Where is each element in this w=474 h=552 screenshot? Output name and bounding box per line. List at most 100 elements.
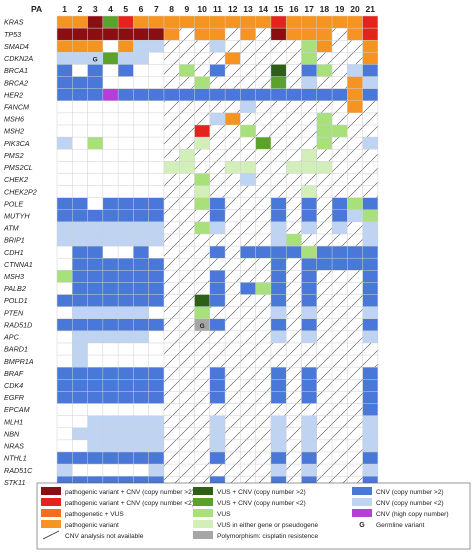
cell-her2-10: [194, 88, 210, 101]
cell-mutyh-17: [301, 209, 317, 222]
legend-swatch-pathogenic_cnv_lt2: [41, 498, 61, 506]
cell-brip1-5: [118, 233, 134, 247]
cell-nbn-7: [148, 427, 164, 440]
cell-kras-20: [347, 16, 363, 29]
cell-nras-11: [209, 439, 226, 452]
cell-nbn-4: [102, 427, 119, 440]
cell-cdh1-14: [255, 246, 271, 259]
legend-label-pathogenic_cnv_lt2: pathogenic variant + CNV (copy number <2…: [65, 500, 194, 507]
cell-palb2-14: [255, 282, 271, 295]
cell-rad51d-6: [133, 318, 149, 331]
cell-her2-19: [332, 88, 348, 101]
cell-brca1-11: [209, 64, 226, 77]
column-label-7: 7: [154, 4, 159, 14]
legend-label-cnv_high: CNV (high copy number): [376, 511, 449, 518]
cell-bard1-2: [72, 342, 88, 356]
cell-her2-5: [118, 88, 134, 101]
column-label-4: 4: [108, 4, 113, 14]
legend-swatch-cnv_gt2: [352, 487, 372, 495]
cell-cdk4-7: [148, 379, 164, 392]
cell-msh3-11: [209, 270, 226, 283]
cell-msh2-19: [332, 124, 348, 138]
cell-egfr-5: [118, 391, 134, 404]
legend-label-pathogenic: pathogenic variant: [65, 522, 119, 529]
cell-msh3-21: [362, 270, 378, 283]
cell-chek2-10: [194, 173, 210, 186]
cell-brip1-7: [148, 233, 164, 247]
cell-pten-6: [133, 306, 149, 319]
cell-her2-20: [347, 88, 363, 101]
cell-ctnna1-3: [87, 258, 103, 271]
cell-rad51c-7: [148, 464, 164, 477]
cell-tp53-2: [72, 28, 88, 41]
cell-braf-15: [270, 367, 287, 380]
cell-rad51d-21: [362, 318, 378, 331]
cell-tp53-5: [118, 28, 134, 41]
cell-msh3-4: [102, 270, 119, 283]
cell-egfr-15: [270, 391, 287, 404]
cell-kras-10: [194, 16, 210, 29]
cell-pold1-4: [102, 294, 119, 307]
cell-atm-4: [102, 221, 119, 234]
gene-label-mlh1: MLH1: [4, 417, 23, 426]
gene-label-rad51d: RAD51D: [4, 320, 32, 329]
cell-tp53-20: [347, 28, 363, 41]
cell-nbn-11: [209, 427, 226, 440]
cell-mutyh-4: [102, 209, 119, 222]
cell-cdkn2a-5: [118, 52, 134, 65]
cell-nthl1-6: [133, 451, 149, 465]
cell-atm-7: [148, 221, 164, 234]
cell-chek2-13: [240, 173, 256, 186]
column-label-1: 1: [62, 4, 67, 14]
gene-label-smad4: SMAD4: [4, 42, 29, 51]
cell-mlh1-6: [133, 415, 149, 428]
legend-label-vus_pseudogene: VUS in either gene or pseudogene: [217, 522, 319, 529]
cell-rad51d-10: [194, 318, 210, 331]
legend-frame: [36, 482, 471, 550]
cell-palb2-15: [270, 282, 287, 295]
cell-ctnna1-6: [133, 258, 149, 271]
cell-ctnna1-2: [72, 258, 88, 271]
gene-label-bmpr1a: BMPR1A: [4, 357, 34, 366]
germline-mark: G: [200, 323, 205, 330]
cell-kras-9: [179, 16, 195, 29]
cell-pole-19: [332, 197, 348, 210]
cell-nras-4: [102, 439, 119, 452]
cell-smad4-17: [301, 40, 317, 53]
cell-atm-19: [332, 221, 348, 234]
cell-pole-1: [57, 197, 73, 210]
cell-apc-15: [270, 330, 287, 343]
cell-pik3ca-21: [362, 137, 378, 150]
cell-pole-4: [102, 197, 119, 210]
cell-cdkn2a-1: [57, 52, 73, 65]
cell-brip1-2: [72, 233, 88, 247]
cell-pms2cl-9: [179, 161, 195, 174]
cell-nbn-6: [133, 427, 149, 440]
cell-braf-1: [57, 367, 73, 380]
column-label-11: 11: [213, 4, 222, 14]
cell-tp53-8: [163, 28, 180, 41]
cell-atm-15: [270, 221, 287, 234]
cell-kras-5: [118, 16, 134, 29]
gene-label-chek2p2: CHEK2P2: [4, 187, 37, 196]
cell-kras-6: [133, 16, 149, 29]
cell-mutyh-11: [209, 209, 226, 222]
cell-brca2-10: [194, 76, 210, 89]
cell-braf-21: [362, 367, 378, 380]
cell-mutyh-7: [148, 209, 164, 222]
cell-tp53-21: [362, 28, 378, 41]
cell-apc-3: [87, 330, 103, 343]
cell-pole-20: [347, 197, 363, 210]
cell-cdh1-20: [347, 246, 363, 259]
gene-label-nthl1: NTHL1: [4, 454, 27, 463]
cell-kras-11: [209, 16, 226, 29]
cell-atm-6: [133, 221, 149, 234]
cell-rad51c-15: [270, 464, 287, 477]
legend-label-pathogenic_vus: pathogenetic + VUS: [65, 511, 124, 518]
gene-label-pms2: PMS2: [4, 151, 24, 160]
cell-nthl1-15: [270, 451, 287, 465]
legend-label-cnv_lt2: CNV (copy number <2): [376, 500, 444, 507]
cell-pold1-6: [133, 294, 149, 307]
cell-pms2cl-16: [286, 161, 302, 174]
cell-her2-7: [148, 88, 164, 101]
